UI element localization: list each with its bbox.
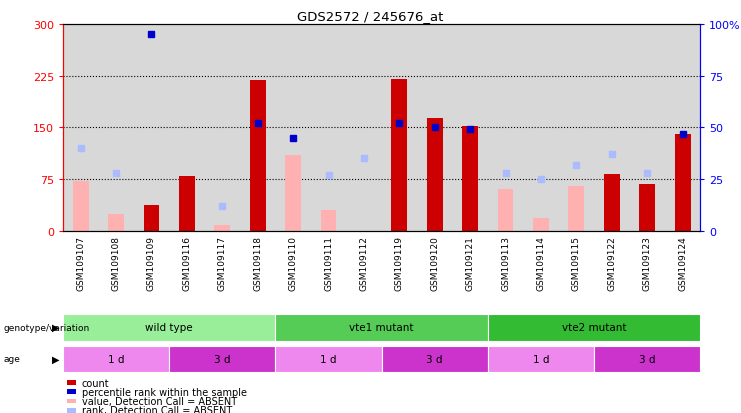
Text: GSM109124: GSM109124 xyxy=(678,235,687,290)
Text: GSM109108: GSM109108 xyxy=(112,235,121,290)
Text: wild type: wild type xyxy=(145,322,193,332)
Text: vte1 mutant: vte1 mutant xyxy=(349,322,414,332)
Bar xyxy=(533,219,549,231)
Text: GSM109119: GSM109119 xyxy=(395,235,404,290)
Text: GSM109116: GSM109116 xyxy=(182,235,191,290)
Bar xyxy=(73,182,89,231)
Text: rank, Detection Call = ABSENT: rank, Detection Call = ABSENT xyxy=(82,405,232,413)
Text: percentile rank within the sample: percentile rank within the sample xyxy=(82,387,247,397)
Bar xyxy=(179,176,195,231)
Text: 3 d: 3 d xyxy=(639,354,655,364)
Text: vte2 mutant: vte2 mutant xyxy=(562,322,626,332)
Bar xyxy=(108,214,124,231)
Text: GSM109113: GSM109113 xyxy=(501,235,510,290)
Text: GDS2572 / 245676_at: GDS2572 / 245676_at xyxy=(297,10,444,23)
Text: count: count xyxy=(82,378,109,388)
Text: GSM109120: GSM109120 xyxy=(431,235,439,290)
Text: GSM109121: GSM109121 xyxy=(465,235,475,290)
Bar xyxy=(285,156,301,231)
Text: 3 d: 3 d xyxy=(427,354,443,364)
Bar xyxy=(321,211,336,231)
Text: 1 d: 1 d xyxy=(108,354,124,364)
Bar xyxy=(427,119,442,231)
Text: GSM109110: GSM109110 xyxy=(288,235,298,290)
Text: GSM109114: GSM109114 xyxy=(536,235,545,290)
Bar xyxy=(497,190,514,231)
Text: GSM109111: GSM109111 xyxy=(324,235,333,290)
Bar xyxy=(639,185,655,231)
Text: GSM109117: GSM109117 xyxy=(218,235,227,290)
Text: GSM109115: GSM109115 xyxy=(572,235,581,290)
Bar xyxy=(674,135,691,231)
Text: GSM109112: GSM109112 xyxy=(359,235,368,290)
Text: GSM109118: GSM109118 xyxy=(253,235,262,290)
Text: genotype/variation: genotype/variation xyxy=(4,323,90,332)
Bar xyxy=(391,80,408,231)
Bar xyxy=(144,205,159,231)
Text: GSM109123: GSM109123 xyxy=(642,235,651,290)
Bar xyxy=(462,127,478,231)
Bar xyxy=(568,187,585,231)
Text: 1 d: 1 d xyxy=(533,354,549,364)
Text: value, Detection Call = ABSENT: value, Detection Call = ABSENT xyxy=(82,396,236,406)
Bar xyxy=(214,226,230,231)
Text: 3 d: 3 d xyxy=(214,354,230,364)
Bar xyxy=(604,174,619,231)
Text: ▶: ▶ xyxy=(52,322,59,332)
Bar xyxy=(250,81,266,231)
Text: 1 d: 1 d xyxy=(320,354,336,364)
Text: GSM109109: GSM109109 xyxy=(147,235,156,290)
Text: GSM109107: GSM109107 xyxy=(76,235,85,290)
Text: ▶: ▶ xyxy=(52,354,59,364)
Text: age: age xyxy=(4,355,21,363)
Text: GSM109122: GSM109122 xyxy=(607,235,617,290)
